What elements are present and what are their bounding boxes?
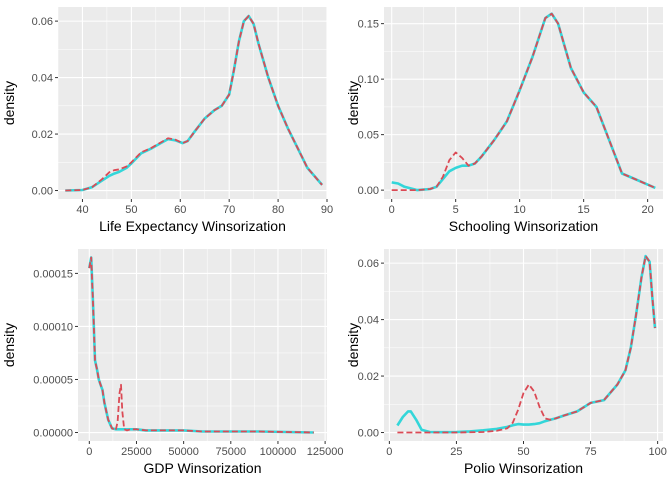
y-tick-label: 0.00015	[33, 268, 73, 280]
x-tick-label: 50	[517, 446, 529, 458]
y-axis-title: density	[345, 81, 361, 125]
x-tick-label: 100	[648, 446, 666, 458]
x-tick-label: 75000	[215, 446, 246, 458]
x-tick-label: 40	[76, 204, 88, 216]
x-tick-label: 25	[450, 446, 462, 458]
y-tick-label: 0.06	[358, 258, 379, 270]
x-tick-label: 0	[86, 446, 92, 458]
y-tick-label: 0.10	[358, 74, 379, 86]
y-tick-label: 0.00005	[33, 374, 73, 386]
chart-panel-4: 0 25 50 75 100 0.00 0.02 0.04 0.06 Polio Winsoriz…	[345, 249, 667, 476]
density-line-winsorized	[65, 14, 324, 192]
y-tick-label: 0.02	[32, 129, 53, 141]
x-tick-label: 5	[453, 204, 459, 216]
y-tick-label: 0.15	[358, 19, 379, 31]
plot-background	[58, 7, 327, 199]
y-tick-label: 0.05	[358, 130, 379, 142]
y-tick-label: 0.00	[358, 428, 379, 440]
y-tick-label: 0.00010	[33, 321, 73, 333]
y-axis-title: density	[1, 323, 17, 367]
x-tick-label: 15	[578, 204, 590, 216]
y-tick-label: 0.00	[358, 185, 379, 197]
chart-panel-1: 40 50 60 70 80 90 0.00 0.02 0.04 0.06 Life Expecta…	[1, 7, 333, 234]
x-axis-title: GDP Winsorization	[143, 460, 261, 476]
x-tick-label: 75	[584, 446, 596, 458]
chart-panel-3: 0 25000 50000 75000 100000 125000 0.00000 0.000…	[1, 249, 343, 476]
y-tick-label: 0.02	[358, 371, 379, 383]
x-tick-label: 50	[125, 204, 137, 216]
y-tick-label: 0.00000	[33, 428, 73, 440]
x-tick-label: 90	[321, 204, 333, 216]
x-tick-label: 70	[223, 204, 235, 216]
x-tick-label: 100000	[260, 446, 297, 458]
density-line-raw	[88, 256, 314, 434]
y-tick-label: 0.04	[358, 315, 379, 327]
x-axis-title: Life Expectancy Winsorization	[99, 218, 286, 234]
density-line-raw	[391, 12, 656, 192]
x-tick-label: 80	[272, 204, 284, 216]
x-axis-title: Polio Winsorization	[464, 460, 583, 476]
y-axis-title: density	[1, 81, 17, 125]
x-tick-label: 10	[514, 204, 526, 216]
plot-background	[384, 7, 663, 199]
x-tick-label: 0	[386, 446, 392, 458]
x-tick-label: 0	[389, 204, 395, 216]
plot-background	[78, 249, 327, 441]
y-tick-label: 0.06	[32, 16, 53, 28]
density-line-winsorized	[396, 254, 657, 434]
x-tick-label: 25000	[121, 446, 152, 458]
y-tick-label: 0.04	[32, 73, 53, 85]
x-axis-title: Schooling Winsorization	[449, 218, 598, 234]
density-line-raw	[65, 15, 323, 192]
x-tick-label: 50000	[168, 446, 199, 458]
x-tick-label: 125000	[307, 446, 344, 458]
x-tick-label: 60	[174, 204, 186, 216]
y-tick-label: 0.00	[32, 186, 53, 198]
y-axis-title: density	[345, 323, 361, 367]
chart-panel-2: 0 5 10 15 20 0.00 0.05 0.10 0.15 Schooling Winsor…	[345, 7, 663, 234]
density-line-raw	[397, 255, 656, 434]
x-tick-label: 20	[642, 204, 654, 216]
